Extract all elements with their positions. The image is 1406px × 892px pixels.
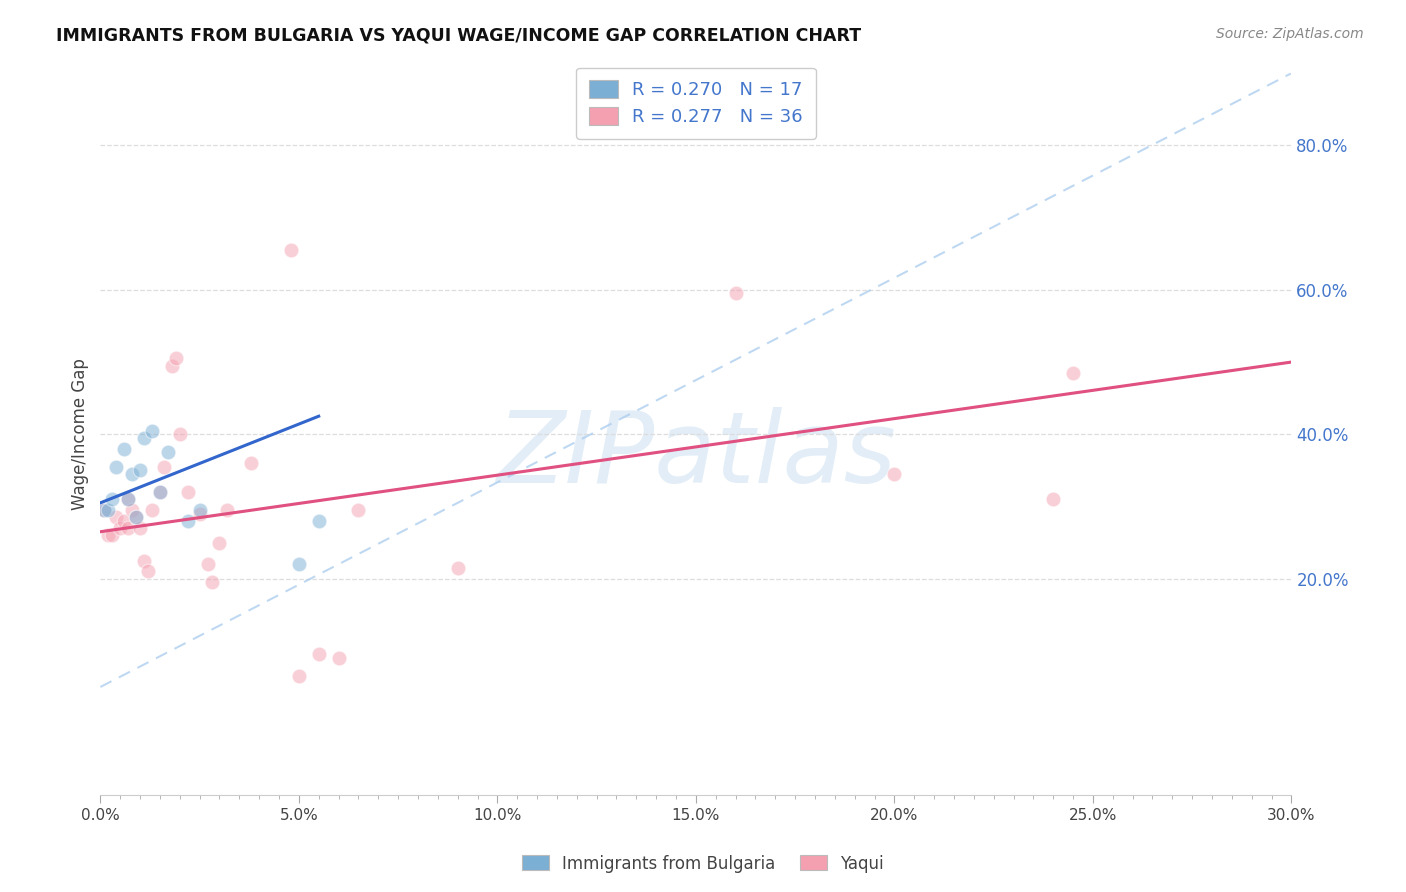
Point xyxy=(240,456,263,470)
Legend: R = 0.270   N = 17, R = 0.277   N = 36: R = 0.270 N = 17, R = 0.277 N = 36 xyxy=(576,68,815,139)
Legend: Immigrants from Bulgaria, Yaqui: Immigrants from Bulgaria, Yaqui xyxy=(516,848,890,880)
Point xyxy=(176,514,198,528)
Point xyxy=(280,243,302,257)
Point xyxy=(1042,492,1064,507)
Point xyxy=(165,351,187,366)
Point xyxy=(105,510,128,524)
Point xyxy=(153,459,176,474)
Point xyxy=(347,503,370,517)
Point xyxy=(93,503,115,517)
Point xyxy=(129,521,152,535)
Point xyxy=(97,503,120,517)
Point xyxy=(121,503,143,517)
Point xyxy=(125,510,148,524)
Point xyxy=(132,553,155,567)
Point xyxy=(141,424,163,438)
Point xyxy=(136,565,159,579)
Point xyxy=(101,528,124,542)
Point xyxy=(328,651,350,665)
Point xyxy=(724,286,747,301)
Point xyxy=(308,514,330,528)
Point xyxy=(308,648,330,662)
Point xyxy=(108,521,131,535)
Point xyxy=(200,575,222,590)
Point xyxy=(149,485,172,500)
Point xyxy=(149,485,172,500)
Point xyxy=(117,521,139,535)
Point xyxy=(217,503,239,517)
Text: ZIPatlas: ZIPatlas xyxy=(496,408,896,504)
Point xyxy=(169,427,191,442)
Point xyxy=(447,561,470,575)
Point xyxy=(121,467,143,481)
Point xyxy=(97,528,120,542)
Point xyxy=(112,442,135,456)
Point xyxy=(1062,366,1084,380)
Point xyxy=(132,431,155,445)
Text: Source: ZipAtlas.com: Source: ZipAtlas.com xyxy=(1216,27,1364,41)
Point xyxy=(288,669,311,683)
Point xyxy=(101,492,124,507)
Point xyxy=(129,463,152,477)
Text: IMMIGRANTS FROM BULGARIA VS YAQUI WAGE/INCOME GAP CORRELATION CHART: IMMIGRANTS FROM BULGARIA VS YAQUI WAGE/I… xyxy=(56,27,862,45)
Point xyxy=(117,492,139,507)
Point xyxy=(160,359,183,373)
Point xyxy=(188,503,211,517)
Point xyxy=(125,510,148,524)
Point xyxy=(117,492,139,507)
Point xyxy=(105,459,128,474)
Y-axis label: Wage/Income Gap: Wage/Income Gap xyxy=(72,359,89,510)
Point xyxy=(156,445,179,459)
Point xyxy=(208,535,231,549)
Point xyxy=(176,485,198,500)
Point xyxy=(93,503,115,517)
Point xyxy=(188,507,211,521)
Point xyxy=(141,503,163,517)
Point xyxy=(112,514,135,528)
Point xyxy=(288,558,311,572)
Point xyxy=(197,558,219,572)
Point xyxy=(883,467,905,481)
